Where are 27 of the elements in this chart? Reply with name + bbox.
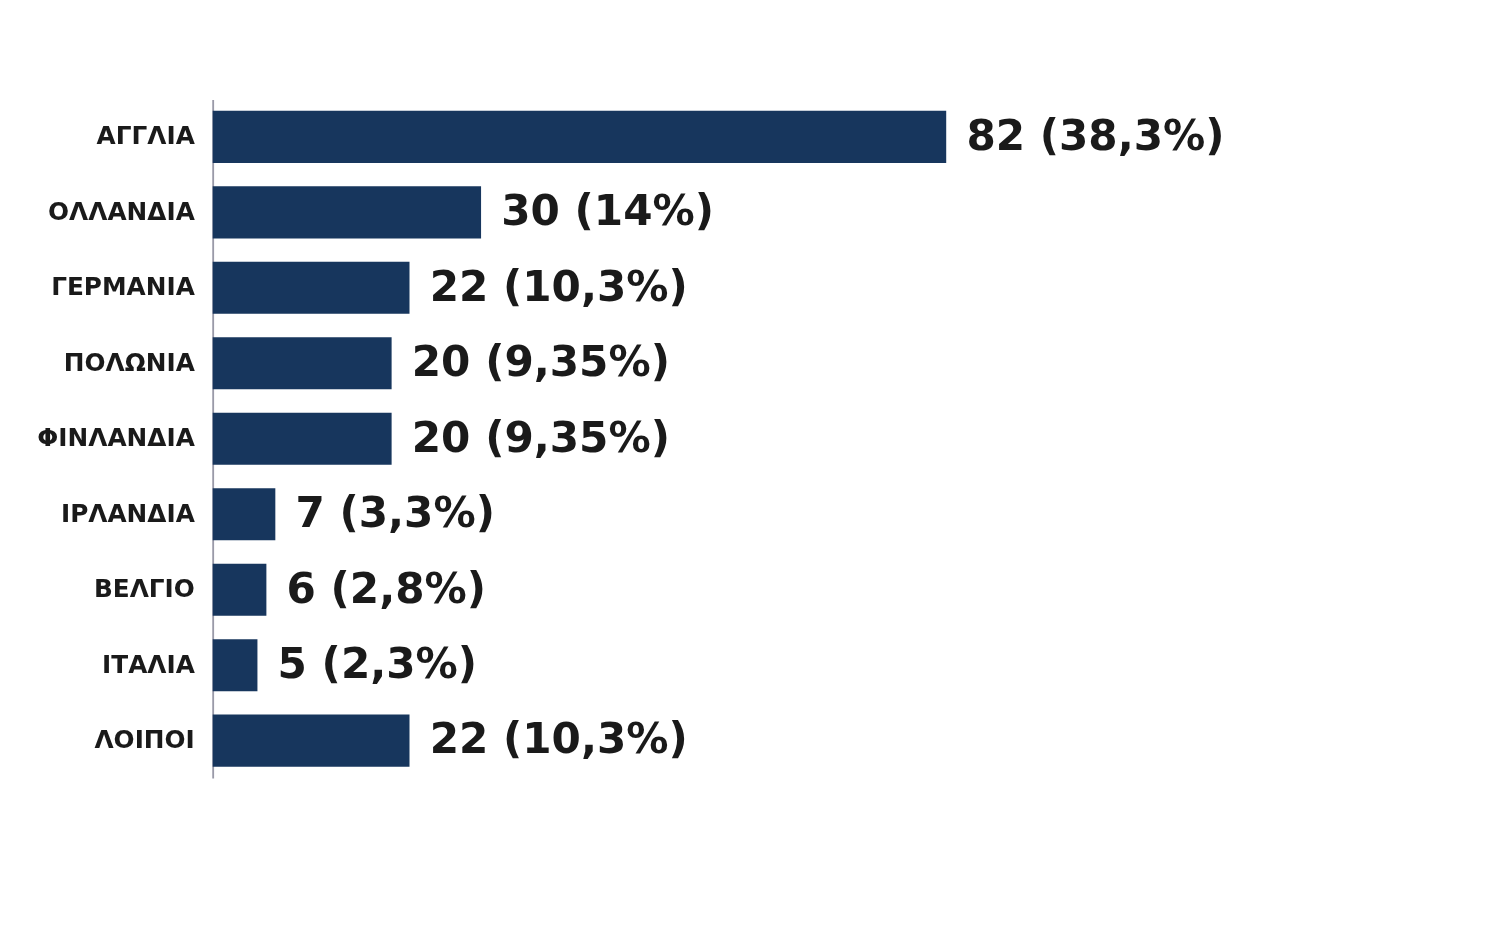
data-label: 82 (38,3%) <box>966 110 1225 160</box>
y-tick-label: ΛΟΙΠΟΙ <box>94 724 195 754</box>
bar <box>212 110 947 163</box>
y-tick-label: ΒΕΛΓΙΟ <box>93 574 195 604</box>
bar <box>212 639 258 692</box>
data-label: 6 (2,8%) <box>286 563 487 613</box>
y-tick-label: ΦΙΝΛΑΝΔΙΑ <box>37 423 196 453</box>
data-label: 20 (9,35%) <box>411 337 670 387</box>
bar <box>212 261 410 314</box>
y-tick-label: ΠΟΛΩΝΙΑ <box>63 347 196 377</box>
bar <box>212 488 276 541</box>
data-label: 30 (14%) <box>501 186 715 236</box>
y-tick-label: ΙΤΑΛΙΑ <box>102 649 196 679</box>
data-label: 7 (3,3%) <box>295 488 495 538</box>
data-label: 22 (10,3%) <box>429 261 688 311</box>
bar <box>212 186 482 239</box>
bar <box>212 412 392 465</box>
y-tick-label: ΟΛΛΑΝΔΙΑ <box>48 196 196 226</box>
data-label: 5 (2,3%) <box>277 639 478 688</box>
bar <box>212 337 392 390</box>
y-tick-label: ΑΓΓΛΙΑ <box>96 121 196 151</box>
data-label: 20 (9,35%) <box>411 412 670 462</box>
y-tick-label: ΓΕΡΜΑΝΙΑ <box>51 272 196 302</box>
y-tick-label: ΙΡΛΑΝΔΙΑ <box>60 498 196 528</box>
data-label: 22 (10,3%) <box>429 714 688 764</box>
bar <box>212 714 410 767</box>
bar <box>212 563 267 616</box>
